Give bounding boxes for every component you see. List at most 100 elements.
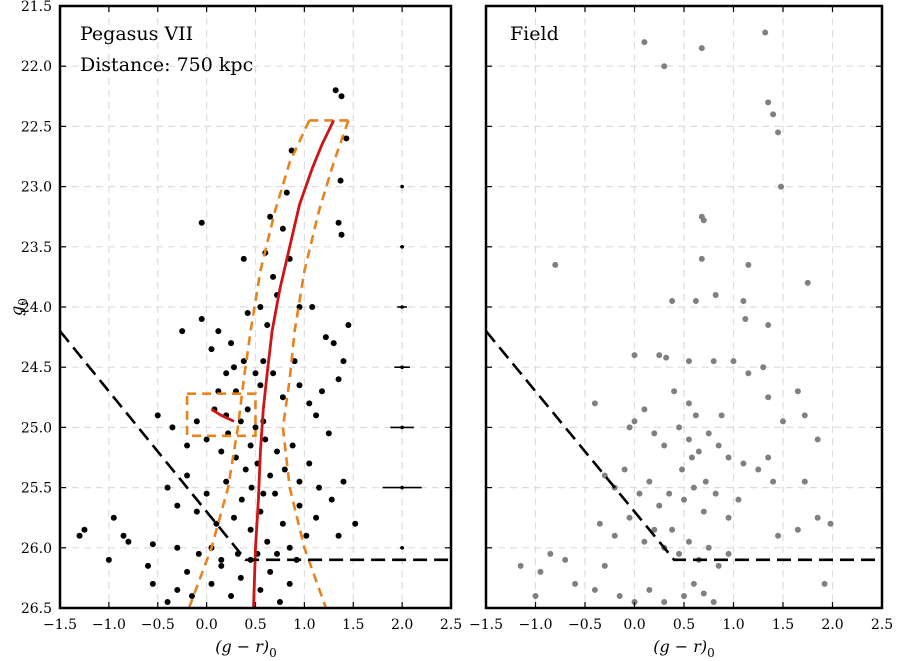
y-tick-label: 26.0 — [21, 541, 52, 557]
star-point — [264, 322, 271, 329]
star-point — [296, 382, 303, 389]
star-point — [335, 219, 342, 226]
star-point — [340, 478, 347, 485]
star-point — [272, 490, 279, 497]
star-point — [669, 526, 676, 533]
star-point — [228, 592, 235, 599]
star-point — [125, 538, 132, 545]
star-point — [547, 550, 554, 557]
star-point — [626, 424, 633, 431]
star-point — [552, 261, 559, 268]
horizontal-branch-box — [185, 392, 257, 438]
star-point — [120, 532, 127, 539]
panel-field: −1.5 −1.0 −0.5 0.0 0.5 1.0 1.5 2.0 2.5 Field (g … — [469, 4, 893, 660]
star-point — [562, 556, 569, 563]
star-point — [325, 430, 332, 437]
star-point — [681, 592, 687, 599]
star-point — [274, 448, 281, 455]
star-point — [228, 340, 235, 347]
star-point — [179, 328, 186, 335]
star-point — [676, 424, 683, 431]
star-point — [631, 418, 638, 425]
star-point — [154, 412, 161, 419]
star-point — [690, 580, 697, 587]
star-point — [244, 310, 251, 317]
panel-title: Pegasus VII — [80, 23, 193, 45]
star-point — [626, 514, 633, 521]
x-tick-label: −1.0 — [519, 617, 553, 633]
star-point — [814, 514, 821, 521]
x-tick-label: 1.0 — [293, 617, 315, 633]
star-point — [174, 586, 181, 593]
star-point — [591, 586, 598, 593]
star-point — [517, 562, 524, 569]
star-point — [712, 291, 719, 298]
star-point — [240, 255, 247, 262]
star-point — [611, 532, 618, 539]
star-point — [218, 556, 225, 563]
star-point — [651, 526, 658, 533]
star-point — [169, 424, 176, 431]
star-point — [230, 514, 237, 521]
star-point — [218, 448, 225, 455]
x-tick-label: 1.5 — [772, 617, 794, 633]
star-point — [313, 412, 320, 419]
star-point — [164, 598, 171, 605]
star-point — [257, 382, 264, 389]
star-point — [105, 556, 112, 563]
star-point — [794, 526, 801, 533]
error-bar-center — [400, 245, 404, 249]
star-point — [804, 279, 811, 286]
star-point — [692, 412, 699, 419]
star-point — [801, 478, 808, 485]
star-point — [330, 340, 337, 347]
star-point — [740, 297, 747, 304]
star-point — [735, 496, 742, 503]
x-axis-title: (g − r)0 — [215, 637, 277, 660]
star-point — [260, 358, 267, 365]
star-point — [700, 508, 707, 515]
star-point — [742, 316, 749, 323]
selection-window-left — [187, 119, 311, 609]
star-point — [303, 532, 310, 539]
star-point — [257, 304, 264, 310]
y-tick-label: 22.5 — [21, 119, 52, 135]
star-point — [296, 502, 303, 509]
star-point — [705, 544, 712, 551]
star-point — [666, 490, 673, 497]
star-point — [264, 538, 271, 545]
ticks: −1.5 −1.0 −0.5 0.0 0.5 1.0 1.5 2.0 2.5 — [469, 5, 893, 633]
star-point — [270, 273, 277, 280]
star-point — [685, 538, 692, 545]
x-tick-label: 2.5 — [440, 617, 462, 633]
error-bar-center — [400, 184, 404, 189]
y-tick-label: 23.5 — [21, 240, 52, 256]
star-point — [775, 129, 782, 136]
star-point — [661, 598, 668, 605]
panel-title: Field — [510, 23, 559, 45]
x-axis-title: (g − r)0 — [653, 637, 715, 660]
star-point — [616, 592, 623, 599]
completeness-cut-line — [484, 330, 882, 562]
completeness-cut-line — [58, 330, 451, 562]
star-point — [286, 544, 293, 551]
star-point — [260, 490, 267, 497]
star-point — [690, 484, 697, 491]
y-tick-label: 21.5 — [21, 0, 52, 15]
star-point — [267, 568, 274, 575]
star-point — [718, 412, 725, 419]
star-point — [309, 304, 316, 310]
star-point — [267, 472, 274, 479]
star-point — [337, 177, 344, 184]
star-point — [218, 562, 225, 569]
star-point — [685, 358, 692, 365]
star-point — [267, 213, 274, 220]
x-tick-label: 0.5 — [673, 617, 695, 633]
star-point — [821, 580, 828, 587]
y-axis-title: g0 — [7, 298, 30, 316]
error-bar-center — [400, 365, 404, 370]
star-point — [641, 406, 648, 413]
star-point — [656, 352, 663, 359]
star-point — [688, 454, 695, 461]
x-tick-label: 1.5 — [342, 617, 364, 633]
